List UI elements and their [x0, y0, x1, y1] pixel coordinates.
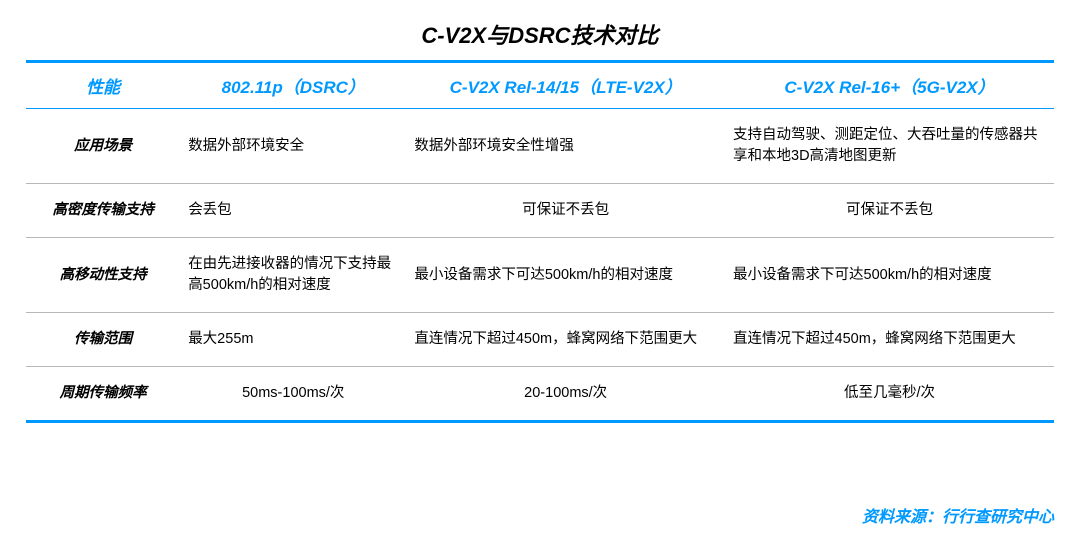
cell: 支持自动驾驶、测距定位、大吞吐量的传感器共享和本地3D高清地图更新 [725, 109, 1054, 184]
cell: 可保证不丢包 [406, 184, 725, 238]
source-citation: 资料来源：行行查研究中心 [862, 503, 1054, 527]
table-row: 应用场景 数据外部环境安全 数据外部环境安全性增强 支持自动驾驶、测距定位、大吞… [26, 109, 1054, 184]
cell: 20-100ms/次 [406, 367, 725, 422]
col-header-dsrc: 802.11p（DSRC） [180, 62, 406, 109]
cell: 低至几毫秒/次 [725, 367, 1054, 422]
row-label-density: 高密度传输支持 [26, 184, 180, 238]
row-label-range: 传输范围 [26, 313, 180, 367]
cell: 直连情况下超过450m，蜂窝网络下范围更大 [406, 313, 725, 367]
table-title: C-V2X与DSRC技术对比 [26, 18, 1054, 50]
cell: 最大255m [180, 313, 406, 367]
cell: 数据外部环境安全性增强 [406, 109, 725, 184]
row-label-mobility: 高移动性支持 [26, 238, 180, 313]
table-row: 高移动性支持 在由先进接收器的情况下支持最高500km/h的相对速度 最小设备需… [26, 238, 1054, 313]
cell: 最小设备需求下可达500km/h的相对速度 [725, 238, 1054, 313]
cell: 最小设备需求下可达500km/h的相对速度 [406, 238, 725, 313]
col-header-5g-v2x: C-V2X Rel-16+（5G-V2X） [725, 62, 1054, 109]
table-row: 周期传输频率 50ms-100ms/次 20-100ms/次 低至几毫秒/次 [26, 367, 1054, 422]
table-body: 应用场景 数据外部环境安全 数据外部环境安全性增强 支持自动驾驶、测距定位、大吞… [26, 109, 1054, 422]
cell: 直连情况下超过450m，蜂窝网络下范围更大 [725, 313, 1054, 367]
row-label-scenario: 应用场景 [26, 109, 180, 184]
cell: 在由先进接收器的情况下支持最高500km/h的相对速度 [180, 238, 406, 313]
cell: 可保证不丢包 [725, 184, 1054, 238]
cell: 会丢包 [180, 184, 406, 238]
col-header-performance: 性能 [26, 62, 180, 109]
col-header-lte-v2x: C-V2X Rel-14/15（LTE-V2X） [406, 62, 725, 109]
comparison-table: 性能 802.11p（DSRC） C-V2X Rel-14/15（LTE-V2X… [26, 60, 1054, 423]
table-row: 高密度传输支持 会丢包 可保证不丢包 可保证不丢包 [26, 184, 1054, 238]
cell: 数据外部环境安全 [180, 109, 406, 184]
row-label-frequency: 周期传输频率 [26, 367, 180, 422]
table-row: 传输范围 最大255m 直连情况下超过450m，蜂窝网络下范围更大 直连情况下超… [26, 313, 1054, 367]
header-row: 性能 802.11p（DSRC） C-V2X Rel-14/15（LTE-V2X… [26, 62, 1054, 109]
cell: 50ms-100ms/次 [180, 367, 406, 422]
